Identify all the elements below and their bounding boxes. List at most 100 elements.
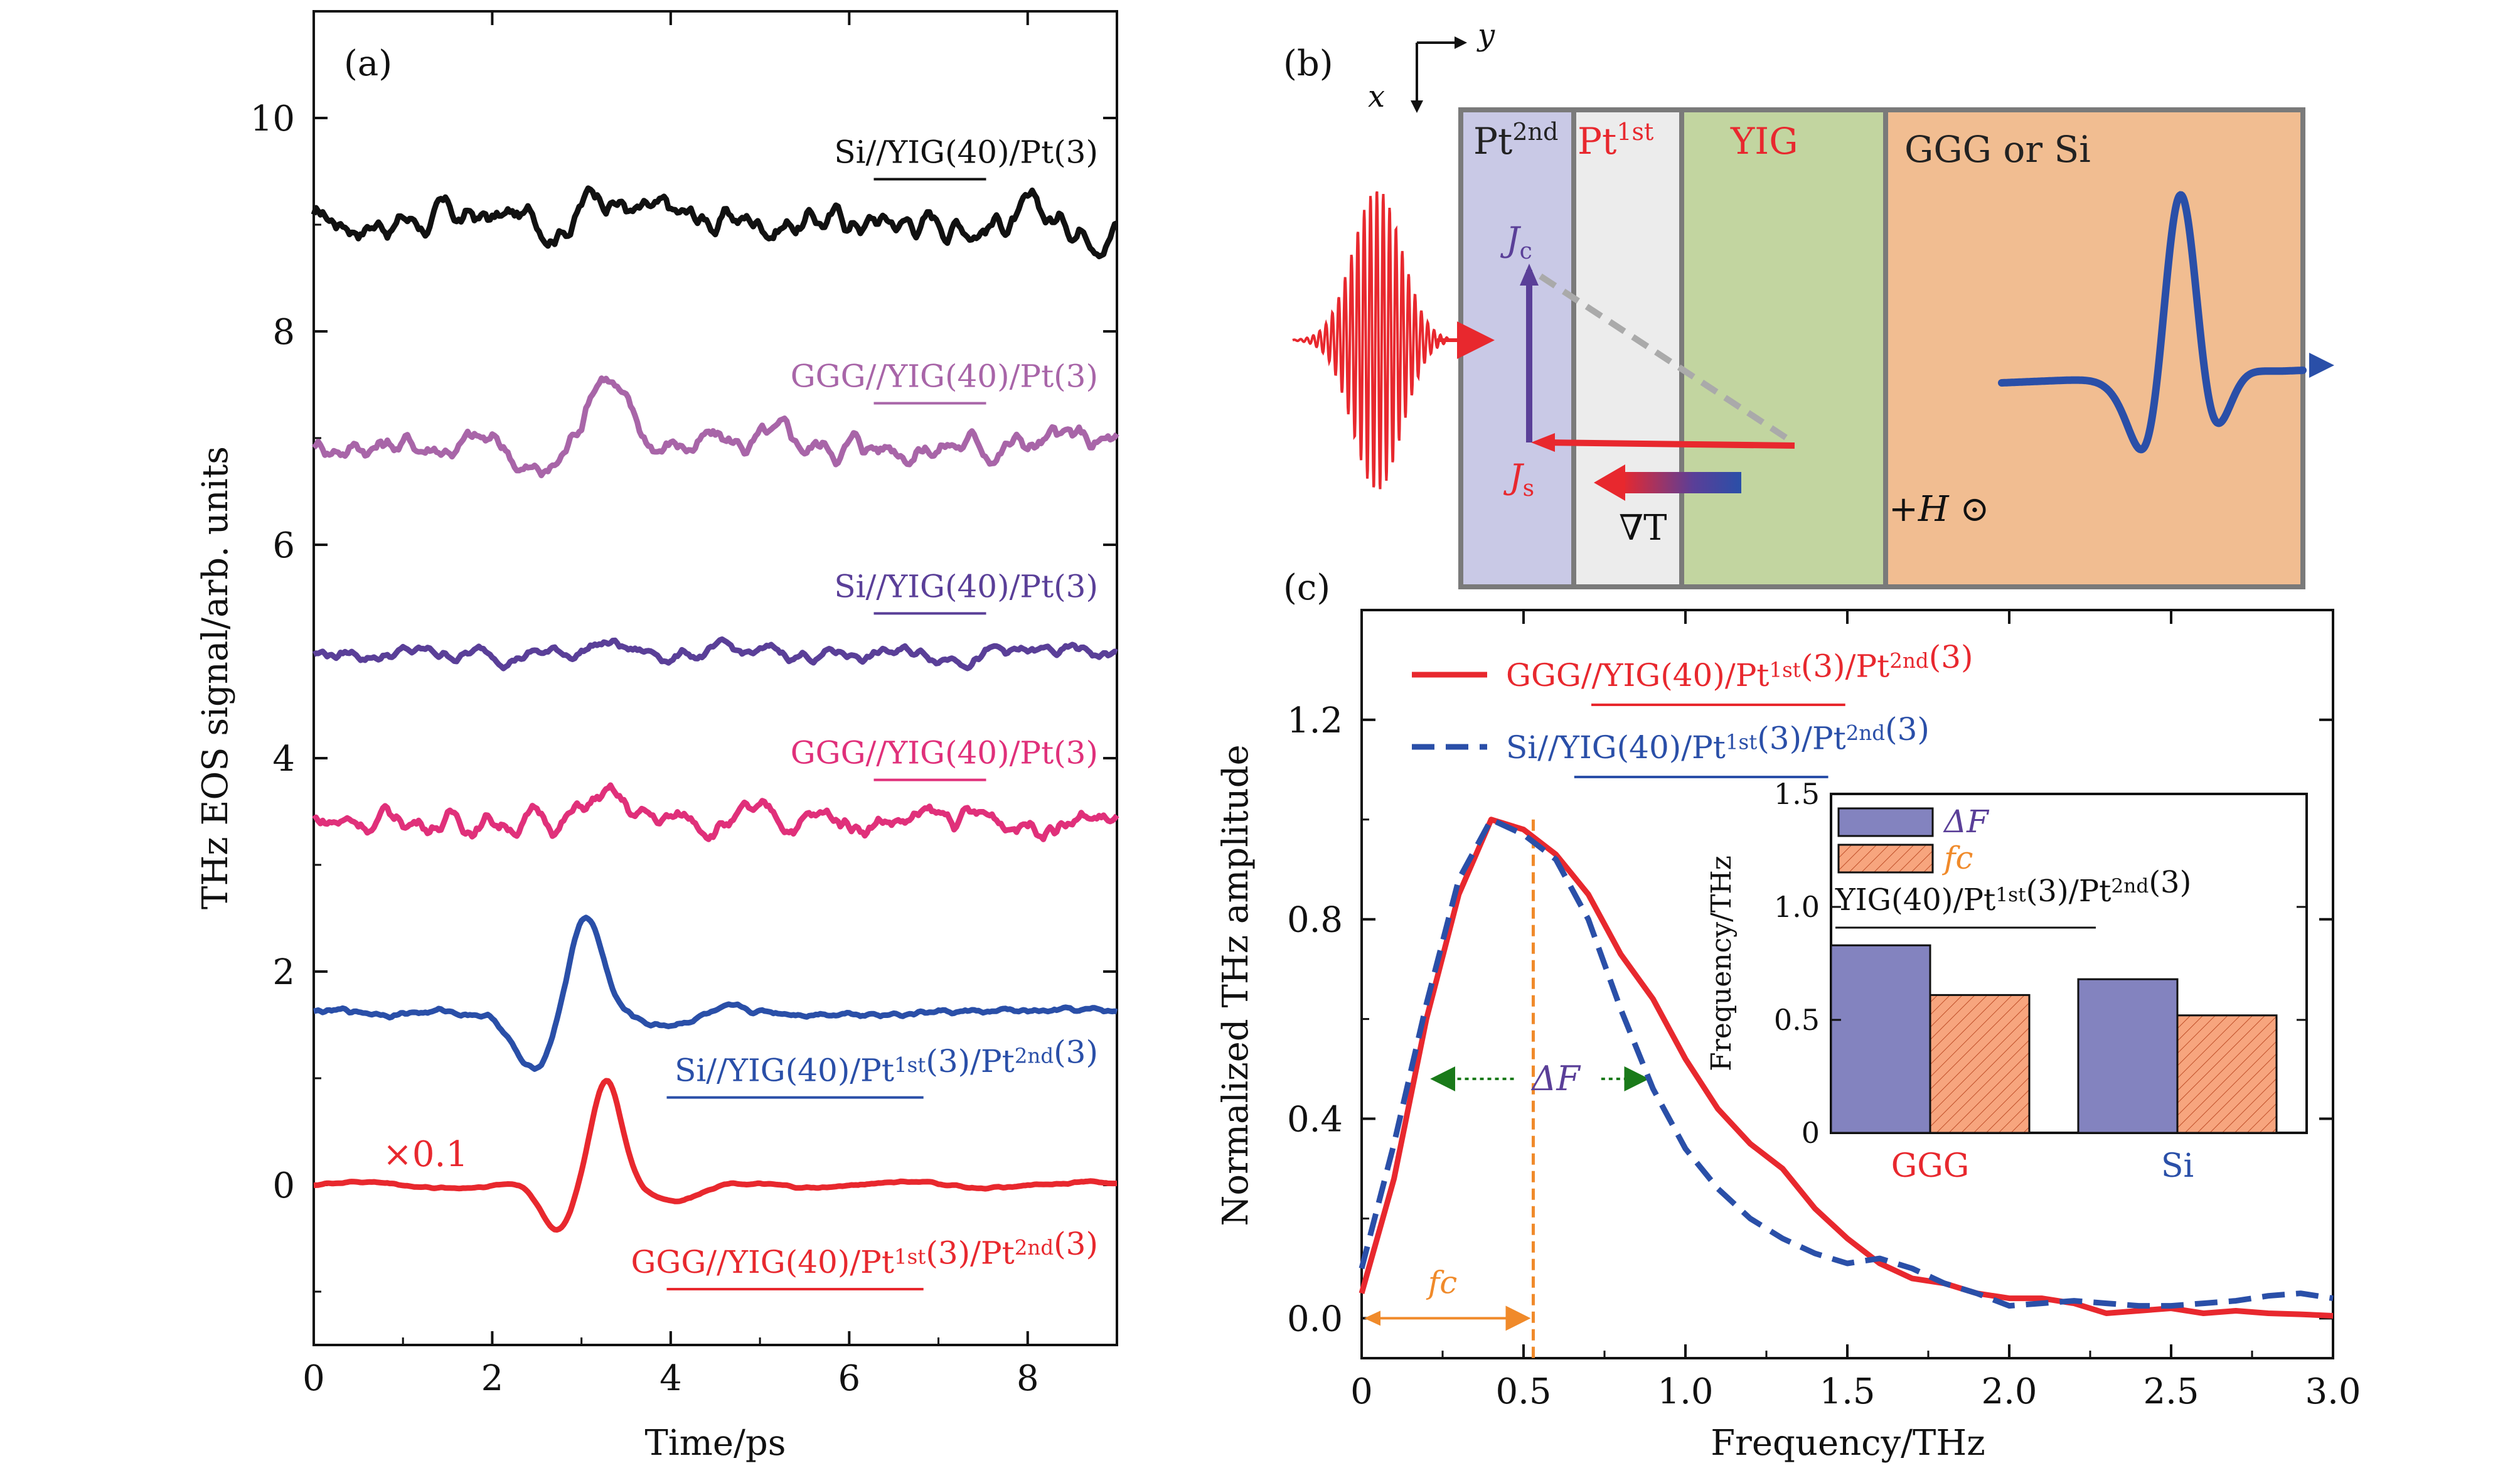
axis-y-label: y	[1476, 18, 1495, 53]
layer-pt1st	[1574, 110, 1682, 587]
series-label: Si//YIG(40)/Pt(3)	[834, 568, 1098, 604]
label-superscript: 2nd	[2111, 875, 2149, 897]
y-tick-label: 0	[272, 1165, 295, 1206]
inset-title: YIG(40)/Pt1st(3)/Pt2nd(3)	[1835, 865, 2191, 918]
panel-c-series	[1359, 817, 2334, 1319]
label-superscript: 2nd	[1015, 1044, 1054, 1068]
label-superscript: 2nd	[1015, 1236, 1054, 1260]
panel-a-frame	[312, 10, 1118, 1346]
inset-y-tick-label: 1.5	[1774, 777, 1820, 811]
pulse-out-arrowhead	[2309, 353, 2334, 378]
outgoing-thz-pulse	[1998, 191, 2307, 454]
label-superscript: 1st	[1769, 658, 1800, 682]
series-line	[1359, 817, 2334, 1309]
inset-category-label: Si	[2161, 1147, 2194, 1185]
incoming-laser-pulse	[1292, 191, 1450, 490]
panel-c-annotations: fc ΔF	[1364, 819, 1650, 1358]
label-part: (3)	[1929, 639, 1973, 675]
legend-label: GGG//YIG(40)/Pt1st(3)/Pt2nd(3)	[1506, 639, 1973, 694]
panel-a-series	[311, 185, 1119, 1233]
y-tick-label: 0.8	[1287, 900, 1343, 941]
series-line	[311, 185, 1118, 260]
series-line	[313, 914, 1118, 1072]
layer-yig-label: YIG	[1730, 120, 1798, 163]
series-label: GGG//YIG(40)/Pt(3)	[791, 735, 1098, 771]
inset-y-tick-label: 1.0	[1774, 890, 1820, 924]
layer-substrate	[1886, 110, 2303, 587]
grad-t-arrow-body	[1622, 472, 1741, 493]
y-tick-label: 6	[272, 525, 295, 566]
panel-c: (c) 0 0.5 1.0 1.5 2.0 2.5 3.00.00.40.81.2 fcΔF…	[1215, 567, 2361, 1464]
label-part: (3)/Pt	[2026, 874, 2112, 909]
series-label: GGG//YIG(40)/Pt(3)	[791, 358, 1098, 395]
axis-x-arrowhead	[1411, 100, 1423, 113]
panel-b-label: (b)	[1283, 43, 1333, 84]
js-arrow	[1543, 439, 1795, 449]
label-part: (3)/Pt	[926, 1043, 1014, 1080]
grad-t-arrowhead	[1594, 464, 1625, 501]
panel-a-ylabel: THz EOS signal/arb. units	[195, 446, 236, 909]
js-arrowhead	[1531, 433, 1555, 452]
y-tick-label: 2	[272, 952, 295, 993]
panel-a-annotation: ×0.1	[383, 1134, 468, 1175]
label-part: Si//YIG(40)/Pt(3)	[834, 568, 1098, 604]
label-part: (3)	[1885, 711, 1930, 747]
panel-c-legend: GGG//YIG(40)/Pt1st(3)/Pt2nd(3)Si//YIG(40…	[1412, 639, 1973, 778]
x-tick-label: 0	[1350, 1371, 1373, 1412]
x-tick-label: 0	[302, 1358, 325, 1399]
series-line	[312, 636, 1118, 672]
layer-pt1st-label: Pt1st	[1578, 118, 1653, 163]
label-superscript: 1st	[894, 1245, 926, 1268]
panel-a-xlabel: Time/ps	[645, 1423, 786, 1464]
label-part: Si//YIG(40)/Pt(3)	[834, 134, 1098, 171]
inset-bars: GGG Si	[1830, 944, 2278, 1185]
label-part: GGG//YIG(40)/Pt(3)	[791, 735, 1098, 771]
series-line	[313, 1078, 1118, 1233]
label-superscript: 2nd	[1889, 649, 1928, 673]
x-tick-label: 2	[481, 1358, 504, 1399]
panel-c-ticks: 0 0.5 1.0 1.5 2.0 2.5 3.0 0.0 0.4 0.8 1.2	[1287, 610, 2361, 1412]
axis-y-arrowhead	[1455, 36, 1467, 49]
inset-y-tick-label: 0	[1802, 1116, 1820, 1150]
label-superscript: 1st	[1995, 884, 2026, 906]
inset-y-tick-label: 0.5	[1774, 1003, 1820, 1037]
x-tick-label: 3.0	[2305, 1371, 2361, 1412]
charge-conversion-guide	[1539, 273, 1795, 446]
y-tick-label: 10	[250, 99, 295, 139]
jc-arrowhead	[1520, 264, 1539, 286]
inset-ylabel: Frequency/THz	[1706, 855, 1738, 1071]
x-tick-label: 4	[659, 1358, 682, 1399]
y-tick-label: 0.0	[1287, 1299, 1343, 1339]
panel-a-ticks: 0 2 4 6 8 0 2 4 6 8 10	[250, 11, 1117, 1399]
delta-f-label: ΔF	[1530, 1059, 1581, 1098]
panel-a-series-labels: Si//YIG(40)/Pt(3) GGG//YIG(40)/Pt(3) Si//Y…	[631, 134, 1098, 1290]
x-tick-label: 2.5	[2143, 1371, 2199, 1412]
label-part: Si//YIG(40)/Pt	[675, 1053, 894, 1089]
x-tick-label: 6	[838, 1358, 861, 1399]
label-part: GGG//YIG(40)/Pt	[1506, 657, 1769, 694]
panel-c-label: (c)	[1283, 567, 1330, 608]
label-part: GGG//YIG(40)/Pt(3)	[791, 358, 1098, 395]
inset-legend-label: ΔF	[1943, 803, 1990, 840]
x-tick-label: 2.0	[1981, 1371, 2037, 1412]
fc-label: fc	[1426, 1265, 1458, 1301]
panel-c-inset: GGG Si 0 0.5 1.0 1.5 ΔFfcYIG(40)/Pt1st(3)/Pt…	[1706, 777, 2308, 1185]
label-superscript: 1st	[1726, 730, 1757, 754]
label-part: (3)/Pt	[1801, 648, 1889, 684]
series-label: Si//YIG(40)/Pt1st(3)/Pt2nd(3)	[675, 1034, 1098, 1088]
label-part: Si//YIG(40)/Pt	[1506, 729, 1726, 766]
layer-pt2nd	[1461, 110, 1574, 587]
inset-legend-swatch	[1837, 844, 1934, 874]
y-tick-label: 4	[272, 739, 295, 780]
panel-c-xlabel: Frequency/THz	[1711, 1423, 1985, 1464]
x-tick-label: 1.0	[1657, 1371, 1713, 1412]
label-part: (3)/Pt	[926, 1235, 1014, 1271]
layer-substrate-label: GGG or Si	[1904, 128, 2091, 171]
label-part: (3)/Pt	[1757, 720, 1845, 756]
x-tick-label: 8	[1017, 1358, 1039, 1399]
inset-legend-label: fc	[1941, 840, 1973, 876]
x-tick-label: 1.5	[1819, 1371, 1875, 1412]
inset-legend-swatch	[1837, 807, 1934, 837]
